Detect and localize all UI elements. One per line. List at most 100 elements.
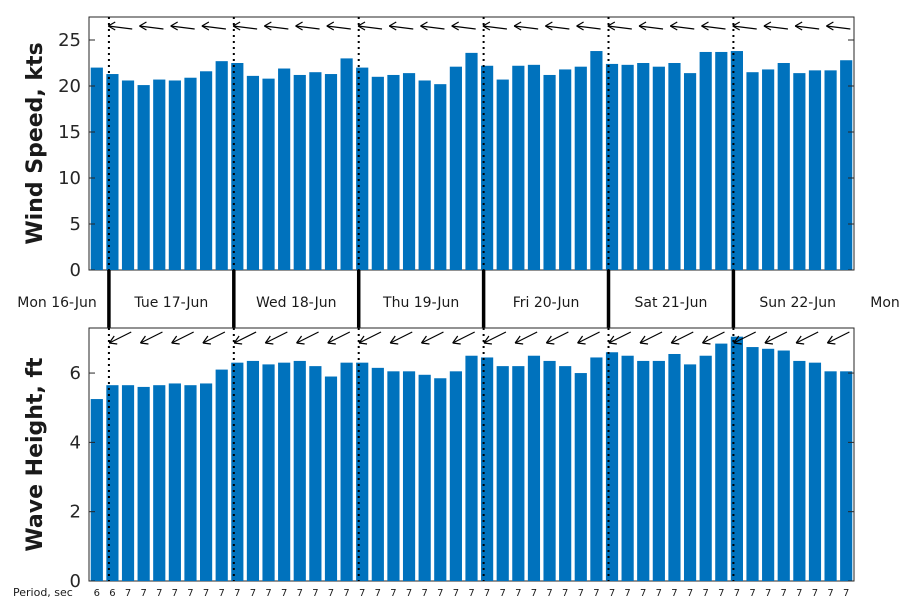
bar [527, 64, 541, 270]
arrow-head [326, 21, 335, 31]
arrow-shaft [702, 331, 725, 344]
bar [340, 58, 353, 271]
period-label: 7 [375, 588, 381, 599]
bar [137, 85, 150, 270]
bar [246, 75, 260, 270]
period-label: 7 [500, 588, 506, 599]
wind-direction-arrow [139, 21, 164, 31]
period-label: 7 [687, 588, 693, 599]
bar [278, 362, 291, 581]
arrow-head [638, 21, 647, 31]
bar [559, 366, 572, 581]
bar [215, 61, 228, 270]
wind-direction-arrow [326, 21, 351, 31]
bar [527, 355, 541, 581]
arrow-shaft [389, 331, 413, 344]
bar [590, 51, 603, 270]
bar [808, 70, 822, 270]
bar [465, 52, 478, 270]
wind-direction-arrow [545, 21, 570, 31]
arrow-head [733, 335, 742, 345]
day-label: Mon [870, 295, 900, 311]
bar [356, 67, 369, 270]
arrow-head [108, 335, 118, 345]
arrow-head [264, 335, 274, 345]
day-label: Fri 20-Jun [513, 295, 580, 311]
wave-direction-arrow [577, 331, 600, 345]
arrow-head [577, 335, 586, 345]
bar [793, 360, 806, 581]
arrow-head [607, 21, 616, 31]
bar [559, 69, 572, 270]
arrow-head [420, 21, 428, 31]
bar [387, 74, 400, 271]
wind-direction-arrow [357, 21, 383, 31]
arrow-head [764, 335, 774, 345]
wave-direction-arrow [296, 331, 319, 345]
period-label: 7 [578, 588, 584, 599]
period-label: 7 [203, 588, 209, 599]
arrow-shaft [389, 25, 414, 30]
bar [371, 76, 384, 270]
arrow-head [513, 21, 522, 31]
wind-speed-panel: 0 5 10 15 20 25 Wind Speed, kts [23, 16, 855, 281]
bar [746, 347, 759, 581]
wave-direction-arrow [327, 331, 351, 345]
period-label: 7 [390, 588, 396, 599]
period-label: 7 [656, 588, 662, 599]
wave-direction-arrow [608, 331, 632, 345]
period-label: 7 [781, 588, 787, 599]
day-label: Sat 21-Jun [634, 295, 707, 311]
period-label: 7 [531, 588, 537, 599]
arrow-head [388, 21, 397, 31]
bar [434, 84, 447, 270]
arrow-head [669, 21, 678, 31]
bar [153, 385, 166, 581]
arrow-head [483, 335, 492, 345]
wind-direction-arrow [264, 21, 289, 31]
period-label: 7 [734, 588, 740, 599]
period-label: 7 [125, 588, 131, 599]
arrow-shaft [733, 331, 756, 344]
bar [309, 72, 322, 270]
arrow-shaft [732, 25, 757, 30]
arrow-head [763, 21, 772, 31]
wave-direction-arrow [139, 331, 163, 345]
bar [168, 80, 181, 270]
bar [121, 80, 135, 270]
arrow-head [608, 335, 617, 345]
wind-direction-arrow [201, 21, 226, 31]
period-label: 7 [546, 588, 552, 599]
wave-direction-arrow [452, 331, 475, 345]
arrow-head [795, 335, 805, 345]
bar [90, 67, 103, 270]
wind-direction-arrow [295, 21, 320, 31]
arrow-head [732, 21, 741, 31]
y-tick-label: 0 [70, 571, 81, 592]
period-label: 7 [265, 588, 271, 599]
y-tick-label: 0 [70, 260, 81, 281]
arrow-head [139, 335, 149, 345]
arrow-shaft [608, 331, 632, 344]
arrow-head [482, 21, 491, 31]
arrow-shaft [701, 25, 726, 30]
bar [231, 63, 244, 270]
wind-direction-arrow [232, 21, 258, 31]
arrow-head [420, 335, 430, 345]
arrow-shaft [421, 331, 444, 344]
period-label: 7 [297, 588, 303, 599]
bar [262, 78, 275, 270]
bar [715, 343, 728, 581]
wind-direction-arrow [732, 21, 757, 31]
arrow-shaft [483, 331, 507, 344]
bar [324, 74, 338, 270]
arrow-shaft [576, 25, 601, 30]
arrow-head [514, 335, 524, 345]
bar [184, 385, 197, 581]
period-label: 7 [140, 588, 146, 599]
arrow-shaft [827, 331, 850, 344]
wind-direction-arrow [763, 21, 789, 31]
arrow-shaft [171, 331, 194, 344]
bar [449, 66, 462, 271]
